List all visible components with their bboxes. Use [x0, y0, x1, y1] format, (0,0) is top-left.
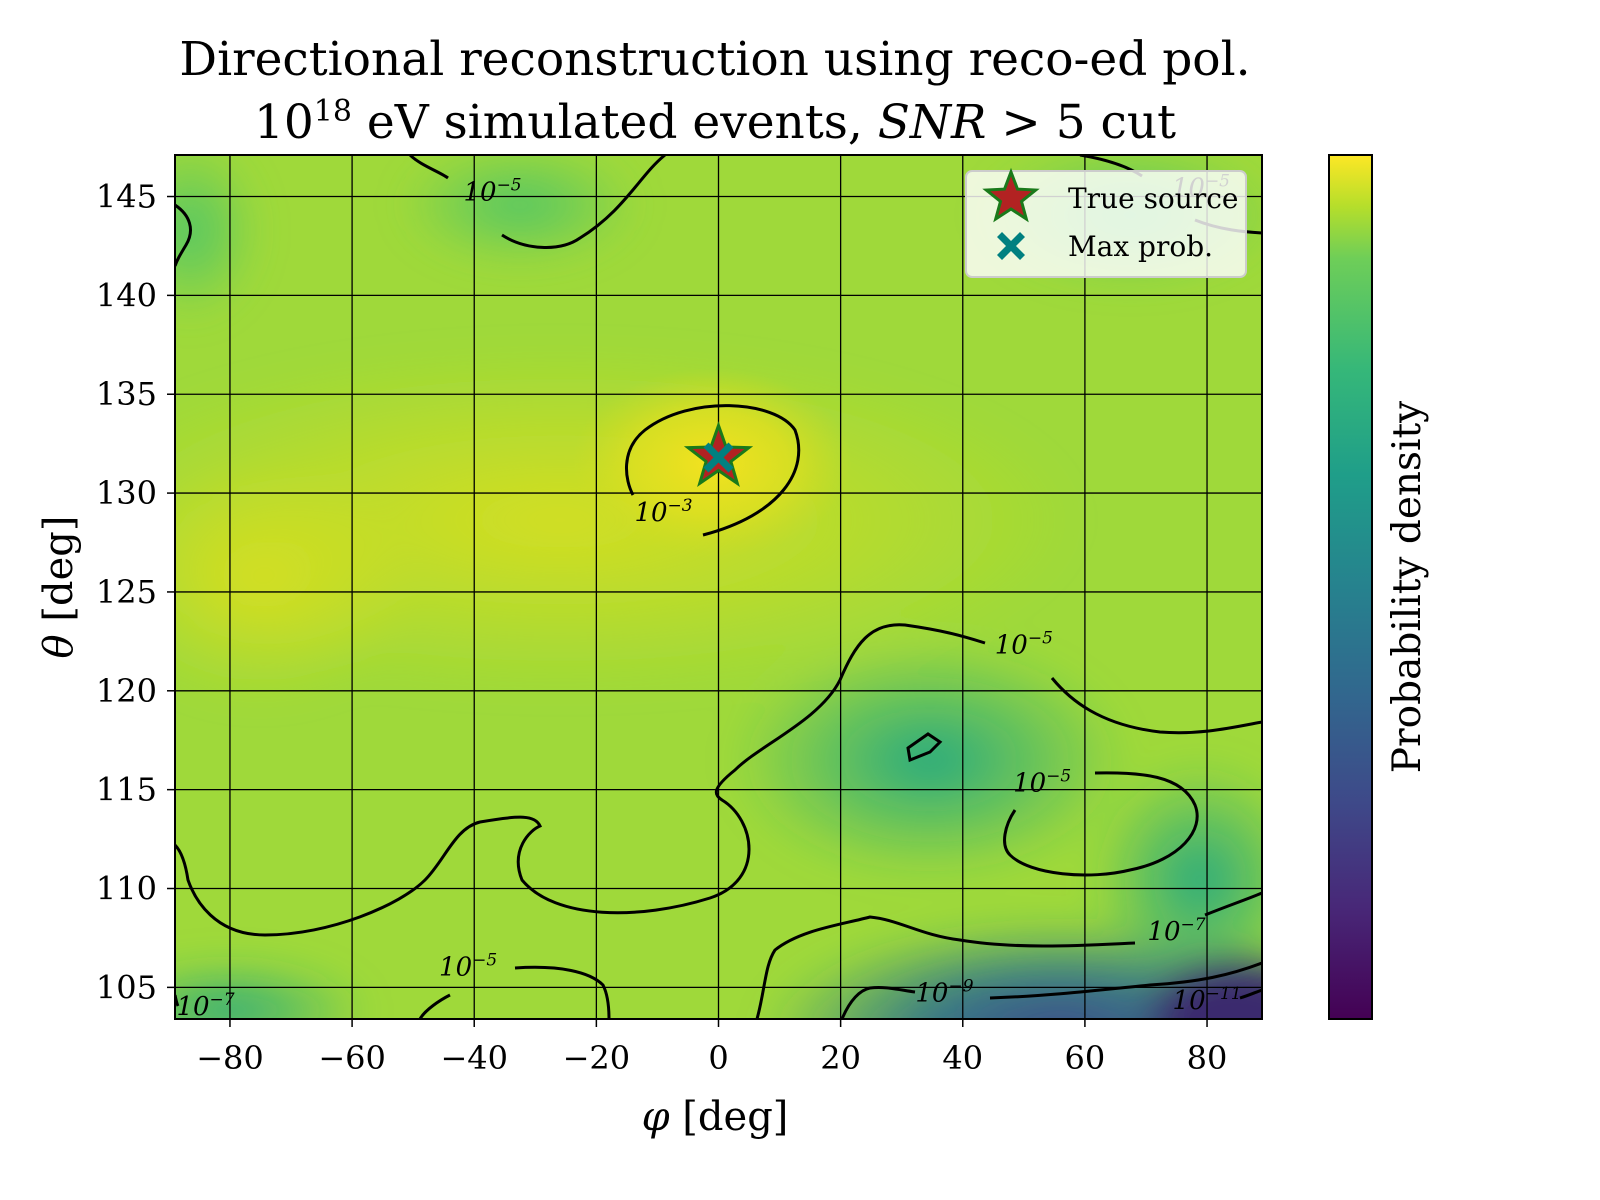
contour-label-1-1: 10−5	[995, 628, 1053, 660]
legend-max-prob-label: Max prob.	[1068, 230, 1213, 263]
colorbar: Probability density	[1328, 154, 1430, 1020]
chart-title-line1: Directional reconstruction using reco-ed…	[179, 32, 1250, 87]
contour-label-1-3: 10−5	[439, 951, 497, 983]
contour-label-1-2: 10−5	[1013, 767, 1071, 799]
y-axis-unit: [deg]	[36, 516, 82, 635]
contour-1e-5-top	[408, 155, 666, 249]
x-axis-symbol: φ	[642, 1094, 670, 1140]
chart-title-line2: 1018 eV simulated events, SNR > 5 cut	[254, 94, 1176, 151]
title-text-a: eV simulated events,	[352, 95, 878, 150]
contour-label-0-0: 10−3	[634, 496, 692, 528]
legend-star-icon	[982, 167, 1040, 223]
contour-1e-5-inner	[1003, 771, 1199, 877]
contour-label-2-1: 10−7	[176, 990, 234, 1022]
x-tick-label: 40	[942, 1039, 983, 1077]
heatmap-region-top-green	[400, 155, 640, 265]
x-tick-label: 20	[820, 1039, 861, 1077]
heatmap-region-dark	[761, 920, 1262, 1019]
x-tick-label: −60	[318, 1039, 386, 1077]
max-prob-x-icon	[703, 442, 734, 473]
contour-1e-3	[624, 404, 801, 537]
grid-lines	[175, 155, 1262, 1019]
heatmap-region-teal	[730, 640, 1130, 880]
title-math: SNR	[878, 95, 987, 150]
legend-true-source-label: True source	[1068, 182, 1238, 215]
title-base: 10	[254, 95, 314, 150]
contour-label-4-0: 10−11	[1173, 984, 1242, 1016]
markers	[683, 420, 754, 488]
y-tick-label: 115	[96, 771, 157, 809]
x-tick-label: 80	[1187, 1039, 1228, 1077]
colorbar-gradient	[1328, 154, 1373, 1020]
contour-1e-11	[1239, 988, 1262, 1000]
contour-label-2-0: 10−7	[1147, 915, 1205, 947]
heatmap-region-bottom-left	[175, 960, 370, 1019]
y-tick-label: 125	[96, 573, 157, 611]
title-exponent: 18	[314, 94, 352, 129]
legend: True source Max prob.	[965, 167, 1247, 278]
x-tick-label: 60	[1065, 1039, 1106, 1077]
contour-1e-5-bottom	[418, 965, 611, 1019]
x-axis-unit: [deg]	[670, 1094, 789, 1140]
legend-true-source-marker	[982, 167, 1040, 223]
y-tick-label: 130	[96, 474, 157, 512]
y-tick-label: 145	[96, 178, 157, 216]
y-axis: 105 110 115 120 125 130 135 140 145	[96, 178, 175, 1006]
y-tick-label: 135	[96, 375, 157, 413]
x-axis-label: φ [deg]	[642, 1094, 789, 1140]
y-axis-symbol: θ	[36, 634, 82, 658]
x-tick-label: −40	[440, 1039, 508, 1077]
x-tick-label: −20	[563, 1039, 631, 1077]
x-tick-label: −80	[196, 1039, 264, 1077]
heatmap-region-left	[175, 460, 420, 700]
heatmap-region-darkest	[1150, 960, 1262, 1019]
contour-label-1-0: 10−5	[463, 176, 521, 208]
colorbar-label: Probability density	[1385, 401, 1430, 773]
contour-1e-5-island	[906, 732, 943, 763]
title-text-b: > 5 cut	[986, 95, 1176, 150]
contour-1e-5-left	[175, 203, 192, 267]
legend-max-prob-marker	[997, 232, 1025, 260]
contour-1e-5-upper-right	[175, 623, 1262, 937]
contour-label-3-0: 10−9	[915, 976, 973, 1008]
y-tick-label: 140	[96, 276, 157, 314]
legend-x-icon	[997, 232, 1025, 260]
legend-box	[965, 170, 1247, 278]
y-tick-label: 105	[96, 968, 157, 1006]
contour-1e-7-right	[755, 891, 1262, 1019]
x-tick-label: 0	[708, 1039, 728, 1077]
y-tick-label: 110	[96, 870, 157, 908]
x-axis: −80 −60 −40 −20 0 20 40 60 80	[196, 1019, 1227, 1077]
contour-1e-9	[840, 961, 1262, 1019]
probability-heatmap	[175, 155, 1262, 1019]
y-axis-label: θ [deg]	[36, 516, 82, 659]
y-tick-label: 120	[96, 672, 157, 710]
